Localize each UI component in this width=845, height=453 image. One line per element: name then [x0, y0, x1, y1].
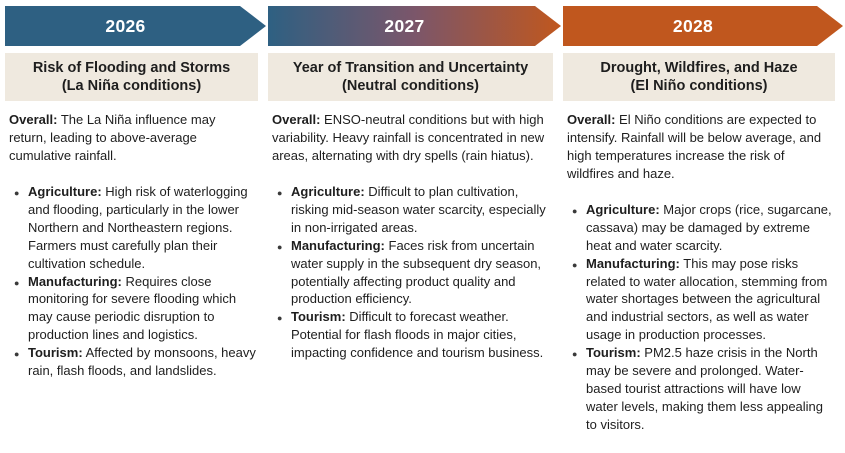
sector-label: Manufacturing:: [28, 273, 122, 289]
sector-label: Manufacturing:: [586, 255, 680, 271]
subtitle-line1: Year of Transition and Uncertainty: [292, 59, 529, 76]
bullet-dot-icon: ●: [277, 313, 283, 324]
bullet-text: Tourism: PM2.5 haze crisis in the North …: [586, 344, 833, 434]
bullet-text: Tourism: Affected by monsoons, heavy rai…: [28, 344, 256, 380]
sector-label: Manufacturing:: [291, 237, 385, 253]
bullet-text: Tourism: Difficult to forecast weather. …: [291, 308, 551, 362]
sector-bullet-list: ● Agriculture: Difficult to plan cultiva…: [272, 183, 551, 362]
subtitle-line1: Risk of Flooding and Storms: [32, 59, 231, 76]
bullet-dot-icon: ●: [277, 241, 283, 252]
year-arrow-banner-2027: 2027: [268, 6, 561, 46]
bullet-text: Agriculture: High risk of waterlogging a…: [28, 183, 256, 273]
list-item: ● Agriculture: Major crops (rice, sugarc…: [567, 201, 833, 255]
column-2028: 2028 Drought, Wildfires, and Haze (El Ni…: [563, 6, 835, 434]
sector-text: Difficult to forecast weather. Potential…: [291, 309, 544, 361]
list-item: ● Manufacturing: This may pose risks rel…: [567, 255, 833, 345]
list-item: ● Tourism: PM2.5 haze crisis in the Nort…: [567, 344, 833, 434]
list-item: ● Agriculture: High risk of waterlogging…: [9, 183, 256, 273]
bullet-dot-icon: ●: [14, 349, 20, 360]
year-columns: 2026 Risk of Flooding and Storms (La Niñ…: [5, 6, 845, 434]
sector-text: This may pose risks related to water all…: [586, 255, 828, 343]
subtitle-line2: (Neutral conditions): [342, 78, 479, 94]
bullet-dot-icon: ●: [14, 187, 20, 198]
overall-paragraph: Overall: The La Niña influence may retur…: [9, 111, 256, 165]
sector-text: Requires close monitoring for severe flo…: [28, 273, 237, 343]
list-item: ● Manufacturing: Requires close monitori…: [9, 273, 256, 345]
list-item: ● Agriculture: Difficult to plan cultiva…: [272, 183, 551, 237]
column-2026: 2026 Risk of Flooding and Storms (La Niñ…: [5, 6, 258, 434]
year-label: 2028: [672, 15, 714, 36]
subtitle-line1: Drought, Wildfires, and Haze: [600, 59, 798, 76]
year-label: 2026: [105, 15, 146, 36]
column-subtitle: Year of Transition and Uncertainty (Neut…: [268, 53, 553, 101]
bullet-dot-icon: ●: [572, 259, 578, 270]
year-label: 2027: [384, 15, 425, 36]
sector-text: Affected by monsoons, heavy rain, flash …: [28, 345, 256, 379]
year-arrow-banner-2028: 2028: [563, 6, 843, 46]
year-arrow-banner-2026: 2026: [5, 6, 266, 46]
subtitle-line2: (La Niña conditions): [61, 78, 202, 94]
column-2027: 2027 Year of Transition and Uncertainty …: [268, 6, 553, 434]
sector-label: Tourism:: [586, 345, 641, 361]
sector-label: Tourism:: [291, 309, 346, 325]
list-item: ● Manufacturing: Faces risk from uncerta…: [272, 237, 551, 309]
sector-label: Agriculture:: [291, 183, 365, 199]
sector-text: Difficult to plan cultivation, risking m…: [291, 183, 546, 235]
column-subtitle: Drought, Wildfires, and Haze (El Niño co…: [563, 53, 835, 101]
overall-text: ENSO-neutral conditions but with high va…: [272, 112, 545, 163]
column-body: Overall: ENSO-neutral conditions but wit…: [268, 101, 553, 362]
sector-label: Agriculture:: [586, 201, 660, 217]
column-body: Overall: El Niño conditions are expected…: [563, 101, 835, 434]
sector-bullet-list: ● Agriculture: High risk of waterlogging…: [9, 183, 256, 380]
sector-text: Faces risk from uncertain water supply i…: [291, 237, 542, 307]
overall-label: Overall:: [567, 112, 616, 127]
overall-text: El Niño conditions are expected to inten…: [567, 112, 822, 181]
list-item: ● Tourism: Difficult to forecast weather…: [272, 308, 551, 362]
column-subtitle: Risk of Flooding and Storms (La Niña con…: [5, 53, 258, 101]
overall-paragraph: Overall: El Niño conditions are expected…: [567, 111, 833, 183]
overall-label: Overall:: [9, 112, 58, 127]
bullet-text: Manufacturing: Requires close monitoring…: [28, 273, 256, 345]
sector-label: Tourism:: [28, 345, 83, 361]
bullet-text: Agriculture: Major crops (rice, sugarcan…: [586, 201, 833, 255]
bullet-dot-icon: ●: [277, 187, 283, 198]
bullet-dot-icon: ●: [14, 277, 20, 288]
overall-label: Overall:: [272, 112, 321, 127]
bullet-text: Manufacturing: Faces risk from uncertain…: [291, 237, 551, 309]
sector-text: Major crops (rice, sugarcane, cassava) m…: [586, 201, 832, 253]
sector-text: PM2.5 haze crisis in the North may be se…: [586, 345, 824, 432]
list-item: ● Tourism: Affected by monsoons, heavy r…: [9, 344, 256, 380]
bullet-text: Agriculture: Difficult to plan cultivati…: [291, 183, 551, 237]
subtitle-line2: (El Niño conditions): [630, 78, 768, 94]
overall-paragraph: Overall: ENSO-neutral conditions but wit…: [272, 111, 551, 165]
overall-text: The La Niña influence may return, leadin…: [9, 112, 216, 163]
sector-bullet-list: ● Agriculture: Major crops (rice, sugarc…: [567, 201, 833, 434]
sector-text: High risk of waterlogging and flooding, …: [28, 183, 248, 271]
column-body: Overall: The La Niña influence may retur…: [5, 101, 258, 380]
sector-label: Agriculture:: [28, 183, 102, 199]
bullet-dot-icon: ●: [572, 205, 578, 216]
bullet-text: Manufacturing: This may pose risks relat…: [586, 255, 833, 345]
bullet-dot-icon: ●: [572, 349, 578, 360]
